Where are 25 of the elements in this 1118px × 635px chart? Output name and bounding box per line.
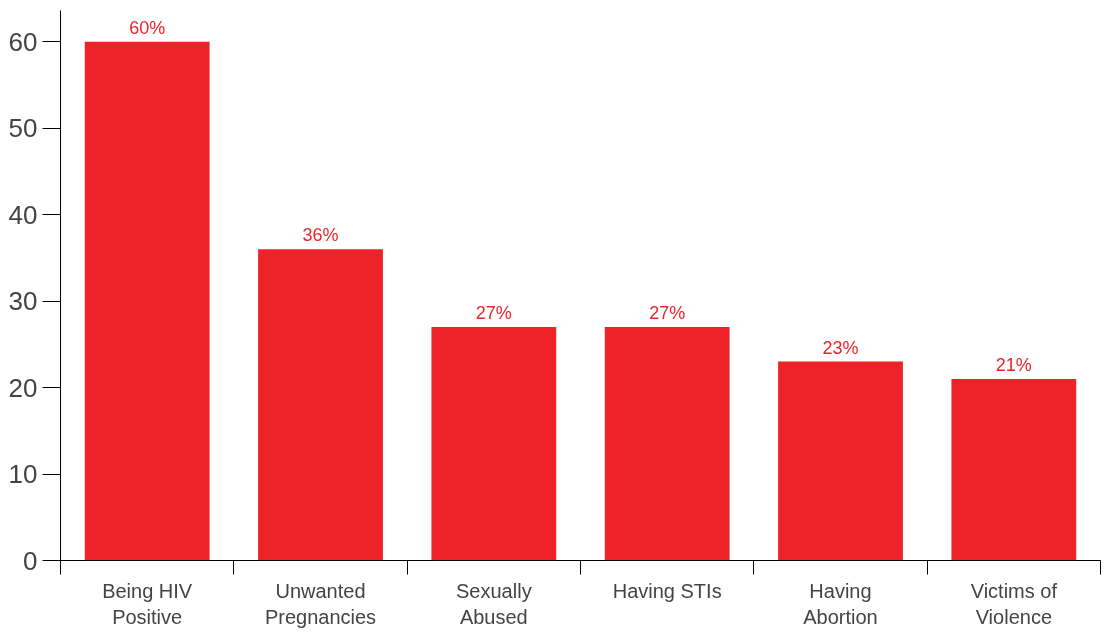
y-tick-label: 20 [8,372,38,403]
y-tick-label: 0 [23,545,38,576]
x-tick-label: Having Abortion [803,579,878,628]
bar [84,41,210,561]
data-label: 60% [129,17,166,38]
data-label: 21% [995,354,1032,375]
y-tick-label: 60 [8,26,38,57]
x-tick-label: Sexually Abused [456,579,532,628]
y-tick-label: 10 [8,459,38,490]
y-tick-label: 50 [8,113,38,144]
bar [258,249,383,561]
y-tick-label: 40 [8,199,38,230]
y-tick-label: 30 [8,286,38,317]
bar [431,327,557,561]
data-label: 23% [822,337,859,358]
data-label: 27% [475,303,512,324]
data-label: 27% [649,303,686,324]
x-tick-label: Unwanted Pregnancies [264,579,377,628]
data-label: 36% [302,225,339,246]
bar [951,378,1077,561]
bar [778,361,903,561]
bar [604,327,730,561]
x-tick-label: Having STIs [612,579,722,602]
x-tick-label: Victims of Violence [970,579,1058,628]
x-tick-label: Being HIV Positive [102,579,193,628]
